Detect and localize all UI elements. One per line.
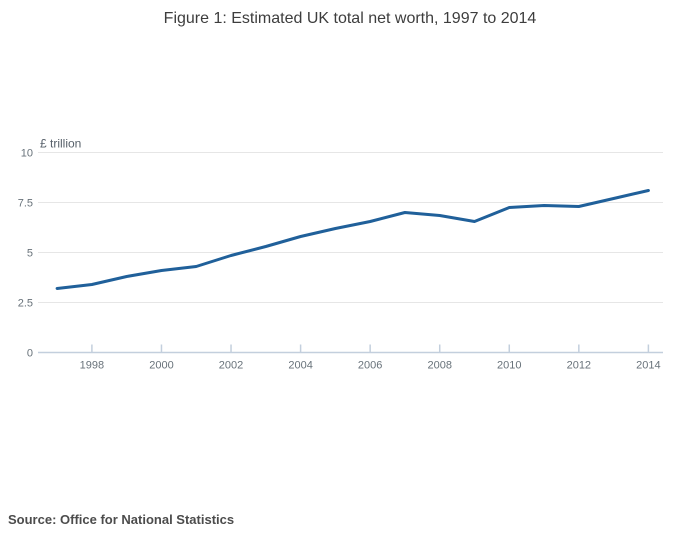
x-tick-label: 2008 [427,360,451,372]
x-tick-label: 2002 [219,360,243,372]
x-tick-label: 1998 [80,360,104,372]
y-tick-label: 0 [27,348,33,360]
y-axis-unit-label: £ trillion [40,137,81,151]
y-tick-label: 7.5 [18,198,33,210]
x-tick-label: 2014 [636,360,660,372]
source-text: Source: Office for National Statistics [8,512,235,527]
net-worth-series-line [55,189,650,290]
x-tick-label: 2012 [567,360,591,372]
net-worth-line-chart: 0 2.5 5 7.5 10 £ trillion 1998 2000 2002 2004 2006… [18,137,663,372]
y-tick-label: 2.5 [18,298,33,310]
y-tick-label: 5 [27,248,33,260]
x-tick-label: 2010 [497,360,521,372]
chart-title: Figure 1: Estimated UK total net worth, … [163,10,537,27]
x-tick-label: 2006 [358,360,382,372]
source-note: Source: Office for National Statistics [8,512,234,527]
x-tick-label: 2004 [288,360,312,372]
y-tick-label: 10 [21,148,33,160]
x-tick-label: 2000 [149,360,173,372]
